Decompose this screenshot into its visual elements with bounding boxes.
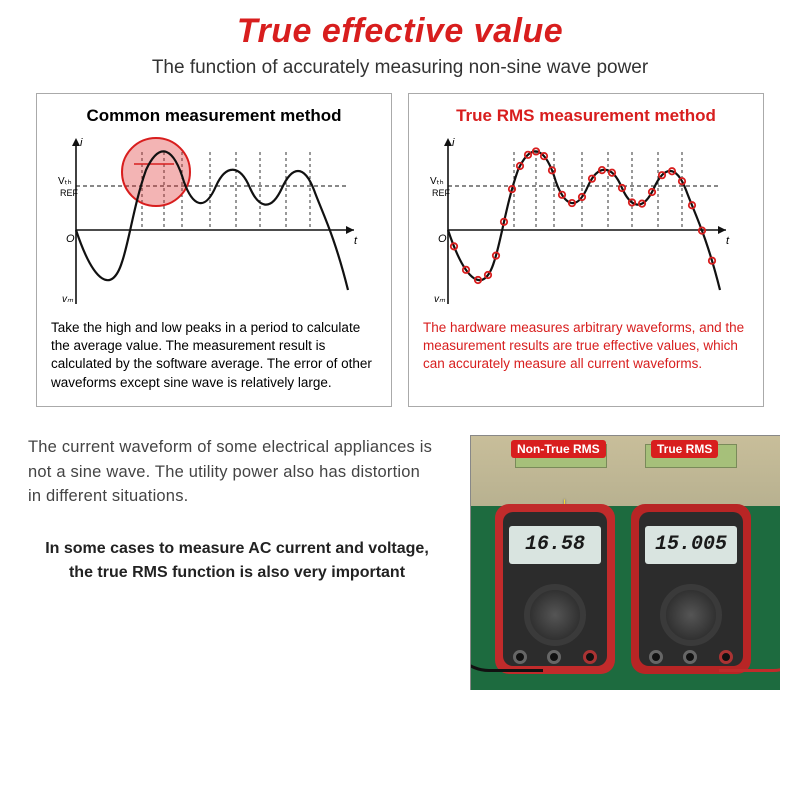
note-paragraph: The current waveform of some electrical … <box>28 435 446 509</box>
svg-text:Vₜₕ: Vₜₕ <box>58 176 72 187</box>
svg-text:i: i <box>80 137 83 149</box>
subtitle: The function of accurately measuring non… <box>20 57 780 79</box>
tag-true-rms: True RMS <box>651 440 718 458</box>
svg-text:vₘ: vₘ <box>62 294 74 305</box>
chart-common: i VₜₕREF Ot vₘ <box>51 134 377 309</box>
panel-common-title: Common measurement method <box>51 106 377 126</box>
panel-common-method: Common measurement method i VₜₕREF Ot vₘ Ta… <box>36 93 392 407</box>
below-section: The current waveform of some electrical … <box>20 435 780 690</box>
svg-text:O: O <box>438 233 447 245</box>
lead-black <box>470 522 543 672</box>
svg-text:vₘ: vₘ <box>434 294 446 305</box>
svg-text:t: t <box>354 235 358 247</box>
product-photo: 50.0000 50 Hz Non-True RMS True RMS ↓ 16… <box>470 435 780 690</box>
dial-icon <box>660 584 722 646</box>
svg-text:i: i <box>452 137 455 149</box>
tag-non-true-rms: Non-True RMS <box>511 440 606 458</box>
svg-text:REF: REF <box>60 188 79 198</box>
panel-common-text: Take the high and low peaks in a period … <box>51 319 377 392</box>
panel-truerms-title: True RMS measurement method <box>423 106 749 126</box>
comparison-panels: Common measurement method iVₜₕREFOtvₘ Ta… <box>20 93 780 407</box>
panel-true-rms: True RMS measurement method iVₜₕREFOtvₘ … <box>408 93 764 407</box>
note-bold: In some cases to measure AC current and … <box>28 537 446 585</box>
chart-true-rms: i VₜₕREF Ot vₘ <box>423 134 749 309</box>
svg-text:t: t <box>726 235 730 247</box>
panel-truerms-text: The hardware measures arbitrary waveform… <box>423 319 749 374</box>
main-title: True effective value <box>20 12 780 51</box>
lead-red <box>719 522 780 672</box>
svg-text:Vₜₕ: Vₜₕ <box>430 176 444 187</box>
svg-text:O: O <box>66 233 75 245</box>
svg-text:REF: REF <box>432 188 451 198</box>
